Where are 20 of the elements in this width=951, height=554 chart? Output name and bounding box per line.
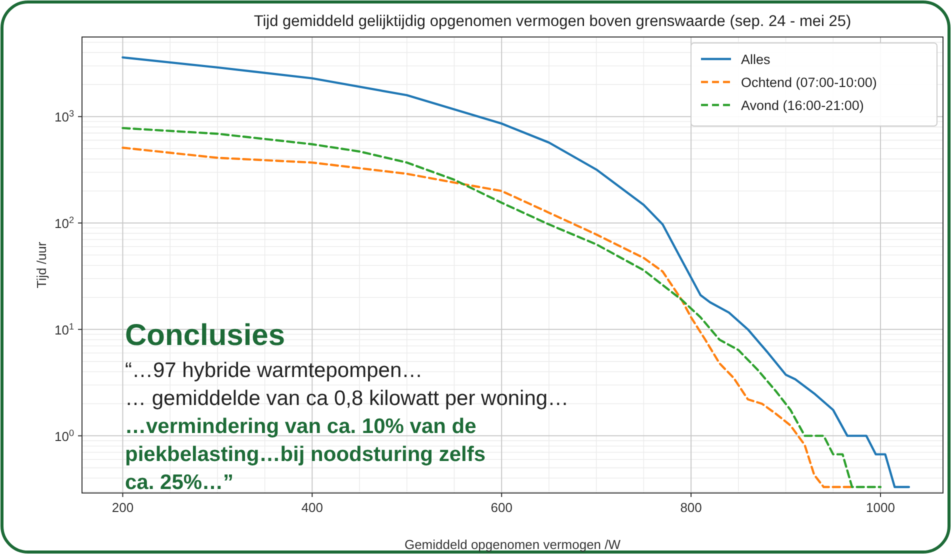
y-tick-label: 10$^{3}$ <box>54 108 74 125</box>
y-axis-title: Tijd /uur <box>34 241 49 288</box>
x-tick-label: 1000 <box>866 500 895 515</box>
annotation: … gemiddelde van ca 0,8 kilowatt per woning… <box>125 387 569 410</box>
x-axis-title: Gemiddeld opgenomen vermogen /W <box>404 537 622 552</box>
annotation: Conclusies <box>125 319 286 352</box>
annotation: …vermindering van ca. 10% van de piekbelasting…bij noodsturing zelfs ca. 25%…” <box>125 415 486 494</box>
legend-label: Ochtend (07:00-10:00) <box>741 75 877 90</box>
chart-title: Tijd gemiddeld gelijktijdig opgenomen vermogen boven grenswaarde (sep. 24 - mei 25) <box>254 13 852 30</box>
x-tick-label: 800 <box>680 500 702 515</box>
legend-label: Alles <box>741 52 771 67</box>
annotation: “…97 hybride warmtepompen… <box>125 359 423 382</box>
x-tick-label: 200 <box>112 500 134 515</box>
y-tick-label: 10$^{0}$ <box>54 428 74 444</box>
y-tick-label: 10$^{2}$ <box>54 215 74 232</box>
legend-label: Avond (16:00-21:00) <box>741 98 864 113</box>
x-tick-label: 400 <box>301 500 324 515</box>
x-tick-label: 600 <box>490 500 512 515</box>
y-tick-label: 10$^{1}$ <box>54 321 74 338</box>
line-series <box>122 56 910 488</box>
